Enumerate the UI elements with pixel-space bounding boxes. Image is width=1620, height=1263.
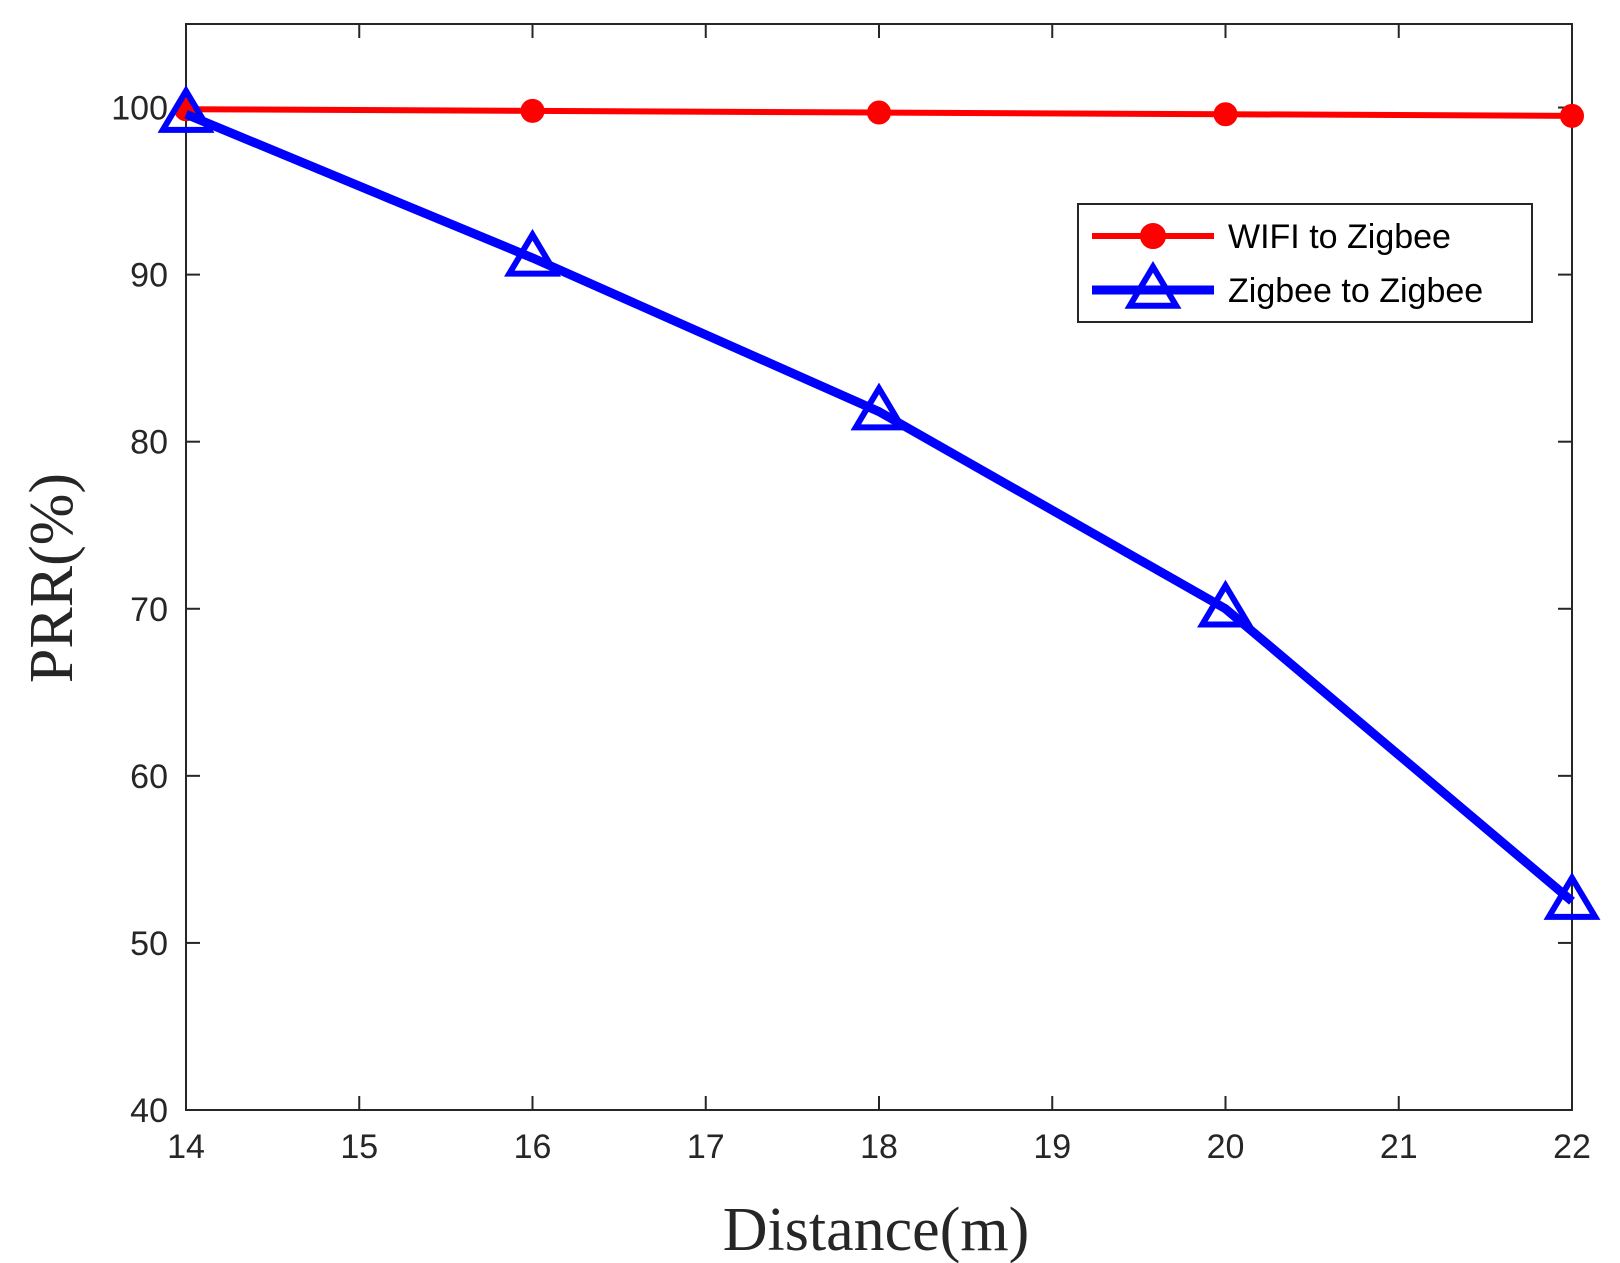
series-line [184, 110, 1575, 905]
series-layer [157, 85, 1601, 920]
plot-area-box [185, 23, 1573, 1111]
x-tick-label: 16 [514, 1128, 552, 1166]
x-tick-label: 15 [340, 1128, 378, 1166]
x-tick-label: 21 [1380, 1128, 1418, 1166]
x-tick-label: 17 [687, 1128, 725, 1166]
legend-item: WIFI to Zigbee [1092, 218, 1451, 256]
data-point-marker [1213, 102, 1238, 127]
axes-frame [185, 23, 1573, 1111]
x-tick-label: 19 [1033, 1128, 1071, 1166]
y-axis-ticks: 40 50 60 70 80 90 100 [111, 90, 1572, 1130]
legend-marker [1140, 223, 1166, 249]
x-axis-title: Distance(m) [723, 1196, 1029, 1263]
x-axis-ticks: 14 15 16 17 18 19 20 21 22 [167, 24, 1591, 1166]
y-tick-label: 80 [130, 424, 168, 462]
series-wifi-to-zigbee [174, 97, 1584, 128]
data-point-marker [157, 85, 215, 133]
y-tick-label: 50 [130, 925, 168, 963]
legend-marker [1124, 260, 1182, 309]
y-tick-label: 70 [130, 591, 168, 629]
x-tick-label: 22 [1553, 1128, 1591, 1166]
legend: WIFI to Zigbee Zigbee to Zigbee [1077, 203, 1533, 323]
data-point-marker [850, 382, 908, 431]
x-tick-label: 18 [860, 1128, 898, 1166]
data-point-marker [1560, 103, 1584, 128]
x-tick-label: 14 [167, 1128, 205, 1166]
data-point-marker [1543, 872, 1601, 920]
data-point-marker [867, 100, 891, 125]
y-axis-title: PRR(%) [18, 473, 86, 683]
data-point-marker [1197, 579, 1254, 628]
data-point-marker [520, 98, 545, 123]
y-tick-label: 40 [130, 1092, 168, 1130]
data-point-marker [504, 228, 561, 277]
legend-label: Zigbee to Zigbee [1228, 272, 1483, 310]
series-zigbee-to-zigbee [157, 85, 1601, 920]
legend-item: Zigbee to Zigbee [1092, 260, 1483, 310]
y-tick-label: 90 [130, 257, 168, 295]
x-tick-label: 20 [1207, 1128, 1245, 1166]
y-tick-label: 60 [130, 758, 168, 796]
legend-label: WIFI to Zigbee [1228, 218, 1451, 256]
y-tick-label: 100 [111, 90, 168, 128]
